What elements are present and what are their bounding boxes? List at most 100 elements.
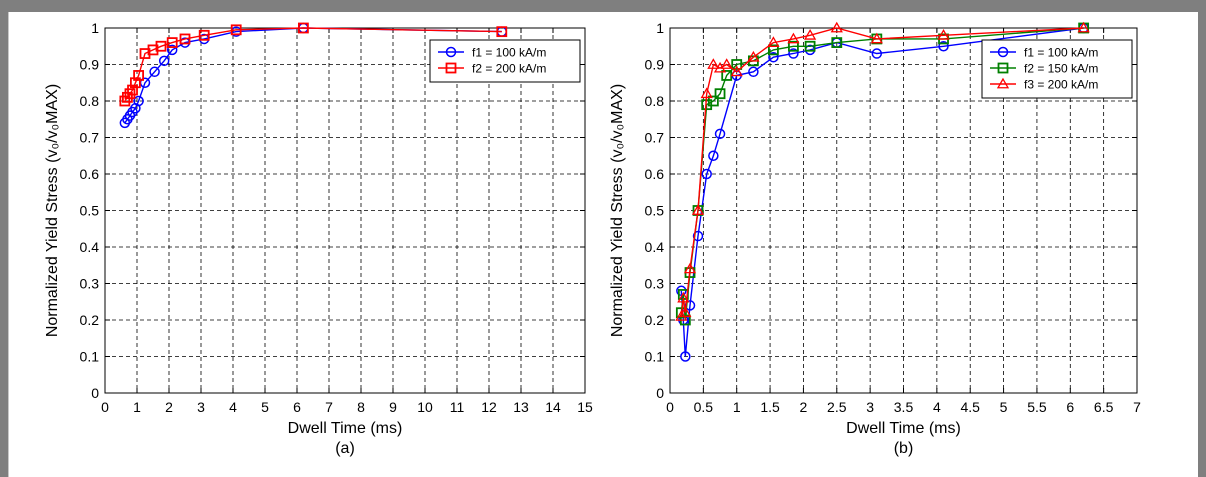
- y-tick-label: 1: [91, 20, 99, 36]
- x-tick-label: 6: [1066, 399, 1074, 415]
- data-point: [675, 310, 688, 321]
- y-tick-label: 0.9: [80, 57, 100, 73]
- y-tick-label: 0.1: [80, 349, 100, 365]
- x-tick-label: 8: [357, 399, 365, 415]
- legend: f1 = 100 kA/m f2 = 200 kA/m: [429, 39, 581, 83]
- y-tick-label: 0.5: [80, 203, 100, 219]
- data-point: [692, 230, 704, 242]
- y-tick-label: 0.4: [645, 239, 665, 255]
- legend-swatch-marker: [445, 62, 457, 74]
- data-point: [788, 48, 799, 59]
- data-point: [720, 58, 733, 69]
- x-tick-label: 3: [866, 399, 874, 415]
- y-tick-label: 0.9: [645, 57, 665, 73]
- data-point: [787, 32, 800, 44]
- data-point: [730, 65, 743, 77]
- y-tick-label: 0.8: [80, 93, 100, 109]
- x-tick-label: 1.5: [760, 399, 780, 415]
- legend-entry-label: f2 = 150 kA/m: [1024, 62, 1098, 76]
- data-point: [871, 48, 883, 59]
- x-tick-label: 7: [1133, 399, 1141, 415]
- legend-swatch-marker: [445, 46, 457, 58]
- data-point: [701, 168, 712, 180]
- window-frame-inner-edge: [8, 12, 9, 477]
- y-axis-label: Normalized Yield Stress (v₀/v₀MAX): [609, 84, 626, 337]
- data-point: [179, 33, 191, 45]
- data-point: [133, 70, 145, 81]
- y-tick-label: 0.3: [80, 276, 100, 292]
- data-point: [714, 128, 726, 140]
- y-tick-label: 0.2: [645, 312, 665, 328]
- x-axis-label: Dwell Time (ms): [846, 420, 961, 437]
- data-point: [680, 351, 691, 362]
- data-point: [747, 50, 760, 62]
- x-tick-label: 12: [481, 399, 497, 415]
- series-3: [675, 21, 1090, 321]
- data-point: [731, 59, 743, 70]
- x-tick-label: 10: [417, 399, 433, 415]
- x-tick-label: 4: [933, 399, 941, 415]
- data-point: [768, 51, 779, 63]
- y-tick-label: 0: [91, 385, 99, 401]
- y-tick-label: 0.7: [645, 130, 665, 146]
- data-point: [679, 306, 692, 318]
- x-axis-label: Dwell Time (ms): [288, 420, 403, 437]
- window-frame-right: [1198, 0, 1206, 477]
- x-tick-label: 9: [389, 399, 397, 415]
- x-tick-label: 5: [261, 399, 269, 415]
- data-point: [198, 29, 210, 41]
- legend-swatch-marker: [996, 77, 1010, 89]
- data-point: [158, 55, 170, 67]
- x-tick-label: 5.5: [1027, 399, 1047, 415]
- data-point: [707, 95, 719, 107]
- data-point: [714, 88, 726, 100]
- chart-panel-a: 0 1 2 3 4 5 6 7 8 9 10 11 12 13 14 1500.10.20.30.40.50.…: [44, 20, 593, 457]
- x-tick-label: 11: [450, 399, 465, 415]
- panel-label: (a): [335, 440, 355, 457]
- chart-panel-b: 0 0.5 1 1.5 2 2.5 3 3.5 4 4.5 5 5.5 6 6.5 7 0 0.1 0.2 0.3 0…: [609, 20, 1141, 457]
- data-point: [938, 41, 949, 52]
- y-tick-label: 0.6: [645, 166, 665, 182]
- window-frame-left: [0, 0, 8, 477]
- legend-swatch-marker: [997, 46, 1009, 58]
- y-tick-label: 0.3: [645, 276, 665, 292]
- y-tick-label: 0.4: [80, 239, 100, 255]
- legend-swatch-marker: [997, 62, 1009, 74]
- data-point: [230, 24, 242, 36]
- data-point: [166, 37, 178, 48]
- legend-entry-label: f1 = 100 kA/m: [1024, 46, 1098, 60]
- data-point: [707, 58, 720, 69]
- data-point: [831, 37, 843, 48]
- y-tick-label: 0.1: [645, 349, 665, 365]
- x-tick-label: 15: [577, 399, 593, 415]
- series-line: [124, 27, 502, 124]
- data-point: [804, 40, 816, 52]
- legend-box: [429, 39, 581, 83]
- data-point: [767, 36, 780, 47]
- y-tick-label: 1: [656, 20, 664, 36]
- x-tick-label: 4.5: [960, 399, 980, 415]
- legend-entry-label: f2 = 200 kA/m: [472, 62, 546, 76]
- x-tick-label: 2: [800, 399, 808, 415]
- data-point: [149, 66, 160, 78]
- y-axis-label: Normalized Yield Stress (v₀/v₀MAX): [44, 84, 61, 337]
- y-tick-label: 0.7: [80, 130, 100, 146]
- panel-label: (b): [894, 440, 914, 457]
- legend: f1 = 100 kA/m f2 = 150 kA/m f3 = 200 kA/m: [981, 39, 1133, 99]
- data-point: [133, 95, 144, 107]
- data-point: [677, 291, 690, 303]
- x-tick-label: 14: [545, 399, 561, 415]
- x-tick-label: 6.5: [1094, 399, 1114, 415]
- data-point: [830, 21, 843, 33]
- data-point: [496, 26, 508, 38]
- data-point: [708, 150, 719, 161]
- x-tick-label: 6: [293, 399, 301, 415]
- window-frame-top: [0, 0, 1206, 12]
- y-tick-label: 0.8: [645, 93, 665, 109]
- data-point: [700, 87, 713, 99]
- x-tick-label: 7: [325, 399, 333, 415]
- data-point: [127, 84, 138, 96]
- y-tick-label: 0.2: [80, 312, 100, 328]
- data-point: [297, 22, 309, 34]
